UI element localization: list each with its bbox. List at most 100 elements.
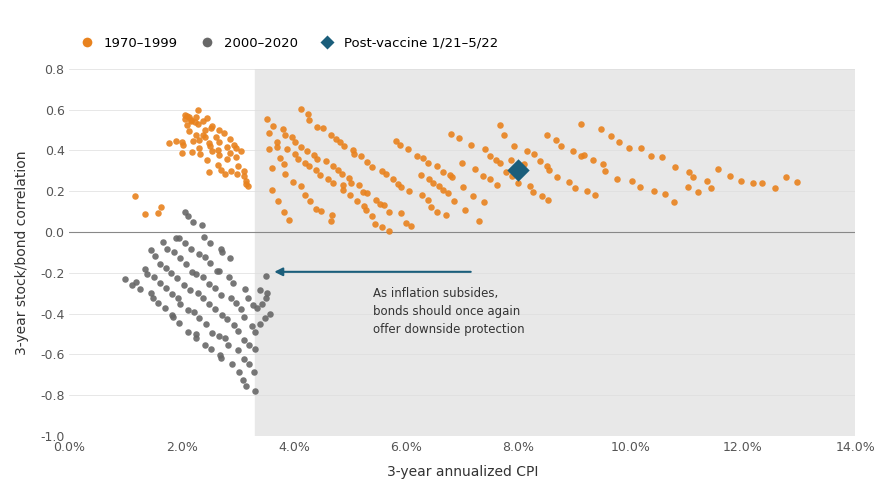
Point — [239, 177, 253, 185]
Point — [444, 129, 458, 137]
Point — [344, 179, 359, 187]
Point — [184, 148, 198, 156]
Point — [425, 179, 440, 187]
Point — [170, 274, 184, 282]
Point — [200, 156, 214, 164]
Point — [321, 175, 336, 183]
Point — [393, 209, 408, 217]
Point — [655, 153, 669, 161]
Point — [595, 160, 610, 167]
Point — [336, 186, 351, 194]
Point — [171, 294, 185, 302]
Point — [277, 207, 291, 215]
Point — [207, 285, 222, 292]
Point — [231, 346, 246, 354]
Point — [320, 158, 334, 165]
Point — [191, 136, 206, 144]
Point — [178, 260, 192, 268]
Point — [167, 248, 182, 256]
Point — [326, 163, 340, 170]
Point — [202, 142, 216, 150]
Point — [516, 161, 530, 168]
Point — [212, 126, 226, 134]
Point — [457, 206, 472, 214]
Point — [260, 116, 274, 124]
Point — [310, 123, 324, 131]
Legend: 1970–1999, 2000–2020, Post-vaccine 1/21–5/22: 1970–1999, 2000–2020, Post-vaccine 1/21–… — [69, 32, 504, 55]
Point — [210, 267, 224, 275]
Point — [505, 156, 519, 164]
Point — [248, 387, 263, 395]
Point — [222, 150, 237, 158]
Point — [668, 198, 682, 206]
Point — [389, 137, 403, 145]
Point — [400, 145, 415, 153]
Point — [598, 167, 612, 175]
Point — [535, 192, 549, 200]
Point — [603, 132, 618, 140]
Point — [213, 351, 227, 359]
Point — [277, 160, 291, 168]
Point — [192, 314, 206, 322]
Point — [310, 205, 324, 212]
Point — [402, 187, 417, 195]
Point — [647, 187, 661, 195]
Point — [734, 177, 748, 185]
Point — [336, 181, 350, 189]
Point — [331, 166, 345, 174]
Point — [250, 304, 264, 312]
Point — [212, 268, 226, 276]
Point — [511, 179, 525, 187]
Point — [262, 145, 276, 153]
Point — [231, 163, 246, 170]
Point — [182, 126, 196, 134]
Point — [165, 311, 179, 319]
Point — [196, 273, 210, 281]
Point — [476, 172, 490, 180]
Point — [505, 172, 519, 180]
Point — [241, 294, 255, 302]
Point — [257, 314, 271, 322]
Point — [410, 152, 425, 160]
Point — [222, 273, 237, 281]
Point — [215, 311, 230, 319]
Point — [270, 138, 284, 146]
Point — [185, 137, 199, 145]
Point — [301, 110, 315, 118]
Point — [359, 206, 373, 214]
Point — [181, 306, 195, 314]
Point — [464, 141, 478, 149]
Point — [202, 168, 216, 176]
Point — [231, 368, 246, 375]
Point — [422, 175, 436, 183]
Point — [216, 129, 231, 137]
Point — [166, 313, 181, 321]
Point — [313, 171, 328, 179]
Point — [173, 300, 187, 308]
Point — [197, 233, 211, 241]
Point — [436, 186, 450, 194]
Point — [220, 143, 234, 151]
Point — [452, 134, 466, 142]
Point — [324, 217, 338, 225]
Point — [198, 341, 213, 349]
Point — [229, 154, 243, 162]
Point — [190, 120, 205, 128]
Point — [189, 114, 203, 122]
Point — [176, 141, 190, 149]
Point — [356, 188, 370, 196]
Point — [441, 189, 455, 197]
Point — [497, 131, 511, 139]
Point — [345, 146, 360, 154]
Point — [382, 227, 396, 235]
Point — [634, 144, 648, 152]
Point — [182, 328, 196, 336]
Point — [184, 117, 198, 124]
Point — [178, 115, 192, 123]
Point — [166, 290, 180, 298]
Point — [175, 149, 190, 157]
Point — [198, 133, 212, 141]
Point — [231, 328, 246, 335]
Point — [211, 146, 225, 154]
Point — [241, 182, 255, 190]
